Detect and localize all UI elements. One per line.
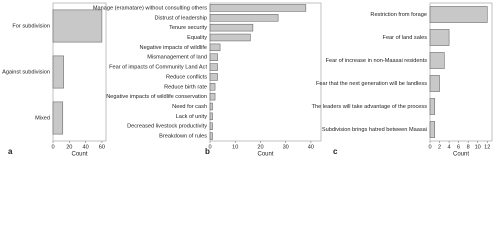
plot-frame (209, 2, 322, 142)
x-axis-label: Count (71, 152, 87, 158)
x-tick-label: 20 (257, 144, 263, 150)
x-tick-label: 6 (457, 144, 460, 150)
bar (209, 23, 254, 32)
category-label: Subdivision brings hatred between Maasai (322, 127, 427, 133)
category-label: Equality (187, 35, 207, 41)
category-label: Tenure security (169, 25, 207, 31)
bar (429, 75, 440, 92)
bar (429, 52, 445, 69)
x-axis-label: Count (453, 152, 469, 158)
category-label: Decreased livestock productivity (127, 124, 207, 130)
bar (429, 121, 436, 138)
x-tick-label: 40 (308, 144, 314, 150)
bar (209, 102, 213, 111)
figure: For subdivision Against subdivision Mixed 0… (2, 2, 493, 158)
bar (209, 83, 216, 91)
x-tick-label: 0 (208, 144, 211, 150)
x-tick-label: 30 (283, 144, 289, 150)
bar (209, 43, 221, 52)
x-axis-label: Count (257, 152, 273, 158)
category-label: Distrust of leadership (154, 15, 207, 21)
x-tick-label: 20 (66, 144, 72, 150)
category-label: Reduce conflicts (166, 74, 207, 80)
category-label: Need for cash (172, 104, 207, 110)
category-label: Lack of unity (176, 114, 208, 120)
panel-label: b (205, 147, 210, 156)
x-tick-label: 10 (475, 144, 481, 150)
category-label: Negative impacts of wildlife conservatio… (106, 94, 207, 100)
bar (429, 6, 488, 23)
panel-label: c (333, 147, 338, 156)
bar (209, 4, 307, 12)
category-label: Mismanagement of land (147, 55, 207, 61)
x-tick-label: 10 (232, 144, 238, 150)
x-tick-label: 12 (484, 144, 490, 150)
bar (52, 101, 64, 135)
bar (209, 63, 218, 71)
category-label: Fear of impacts of Community Land Act (109, 65, 207, 71)
bar (209, 122, 213, 130)
bar (209, 132, 213, 140)
category-label: Reduce birth rate (164, 84, 207, 90)
x-tick-label: 0 (428, 144, 431, 150)
bar (209, 73, 218, 81)
bar (209, 112, 213, 121)
category-label: The leaders will take advantage of the p… (312, 104, 428, 110)
category-label: Fear that the next generation will be la… (316, 81, 427, 87)
panel-label: a (8, 147, 13, 156)
bar (209, 33, 251, 42)
category-label: Restriction from forage (370, 12, 427, 18)
bar (209, 53, 218, 61)
x-tick-label: 4 (448, 144, 451, 150)
x-tick-label: 0 (51, 144, 54, 150)
bar (52, 9, 103, 43)
bar (209, 14, 279, 22)
x-tick-label: 2 (438, 144, 441, 150)
category-label: Breakdown of rules (159, 134, 207, 140)
bar (209, 92, 216, 101)
category-label: Manage (eramatare) without consulting ot… (93, 5, 207, 11)
bar (429, 98, 436, 115)
x-tick-label: 60 (99, 144, 105, 150)
category-label: Fear of land sales (383, 35, 428, 41)
category-label: Fear of increase in non-Maasai residents (326, 58, 428, 64)
x-tick-label: 40 (82, 144, 88, 150)
bar (429, 29, 450, 46)
x-tick-label: 8 (467, 144, 470, 150)
category-label: Negative impacts of wildlife (140, 45, 207, 51)
category-label: Mixed (35, 115, 50, 121)
category-label: Against subdivision (2, 69, 50, 75)
bar (52, 55, 64, 89)
plot-frame (429, 2, 493, 142)
category-label: For subdivision (12, 23, 50, 29)
